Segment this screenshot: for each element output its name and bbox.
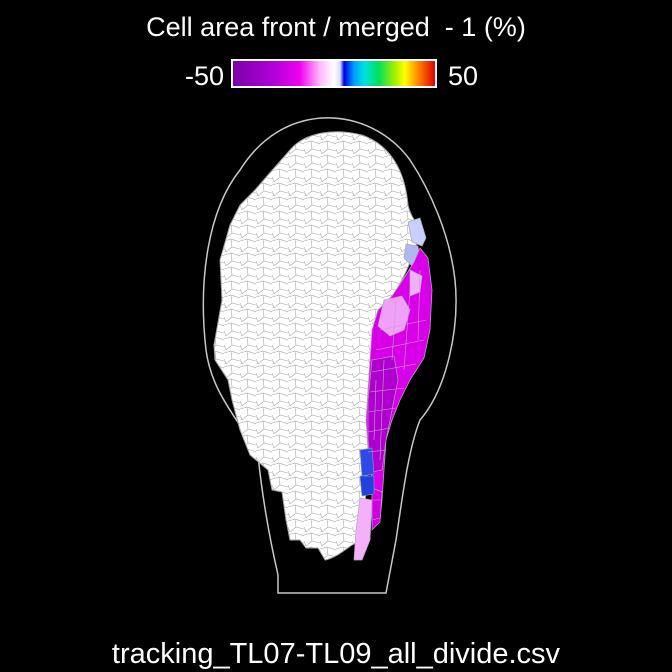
colorbar-max-label: 50 [448,61,479,91]
cell-cluster-strong-decrease [367,355,399,473]
colorbar [231,59,437,88]
cell-cluster-slight-increase [407,217,427,247]
file-name-label: tracking_TL07-TL09_all_divide.csv [111,638,561,670]
cell-cluster-increase-2 [359,475,375,497]
plot-title: Cell area front / merged - 1 (%) [146,12,526,42]
cell-cluster-slight-decrease-2 [409,269,423,297]
cell-cluster-increase [359,447,375,477]
cell-cluster-slight-decrease [377,295,411,337]
colorbar-min-label: -50 [184,61,224,91]
cell-edges [367,269,427,521]
